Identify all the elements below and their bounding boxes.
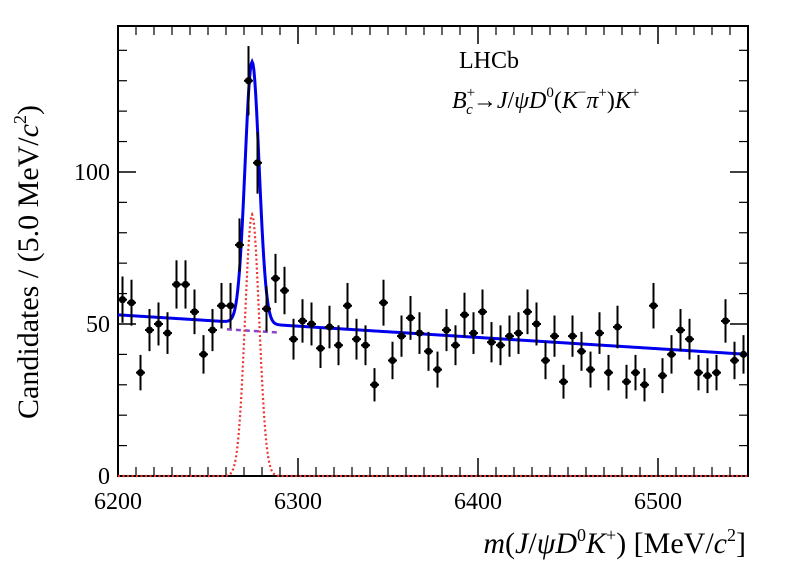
x-axis-title: m(J/ψD0K+) [MeV/c2]: [483, 525, 746, 560]
plot-frame: [117, 25, 749, 477]
data-point: [244, 46, 253, 116]
data-point: [694, 354, 703, 391]
data-point: [658, 358, 667, 394]
data-point: [181, 260, 190, 309]
data-point: [442, 308, 451, 352]
axis-ticks: 6200 6300 6400 6500 0 50 100: [74, 26, 749, 515]
data-point: [514, 312, 523, 354]
x-tick-label-6200: 6200: [94, 489, 142, 515]
data-point: [505, 315, 514, 357]
data-point: [154, 302, 163, 346]
data-points: [118, 46, 748, 402]
data-point: [730, 341, 739, 380]
data-point: [379, 279, 388, 326]
data-point: [631, 354, 640, 391]
experiment-label: LHCb: [459, 48, 519, 74]
data-point: [424, 331, 433, 371]
data-point: [469, 312, 478, 354]
data-point: [415, 312, 424, 354]
data-point: [172, 260, 181, 309]
data-point: [667, 335, 676, 374]
data-point: [271, 253, 280, 303]
data-point: [217, 282, 226, 329]
data-point: [685, 318, 694, 360]
data-point: [370, 368, 379, 402]
data-point: [649, 282, 658, 329]
data-point: [226, 282, 235, 329]
total-fit-curve: [117, 57, 749, 356]
data-point: [127, 279, 136, 326]
data-point: [343, 282, 352, 329]
data-point: [298, 299, 307, 343]
data-point: [451, 325, 460, 366]
data-point: [532, 302, 541, 346]
data-point: [316, 328, 325, 369]
data-point: [253, 131, 262, 194]
signal-curve: [118, 211, 748, 478]
data-point: [388, 341, 397, 380]
data-point: [586, 351, 595, 388]
data-point: [208, 308, 217, 352]
data-point: [118, 276, 127, 323]
data-point: [289, 318, 298, 360]
x-tick-label-6500: 6500: [634, 489, 682, 515]
data-point: [397, 315, 406, 357]
decay-label: B+ c→J/ψD0(K−π+)K+: [452, 85, 639, 118]
data-point: [262, 286, 271, 332]
data-point: [496, 325, 505, 366]
y-axis-title: Candidates / (5.0 MeV/c2): [10, 105, 45, 419]
data-point: [406, 295, 415, 340]
data-point: [361, 325, 370, 366]
data-point: [523, 289, 532, 335]
data-point: [136, 354, 145, 391]
y-tick-label-0: 0: [98, 464, 110, 490]
data-point: [739, 335, 748, 374]
data-point: [541, 341, 550, 380]
data-point: [703, 358, 712, 394]
data-point: [595, 312, 604, 354]
data-point: [190, 289, 199, 335]
data-point: [712, 354, 721, 391]
data-point: [280, 266, 289, 315]
data-point: [235, 218, 244, 272]
fit-curves: [117, 57, 749, 478]
data-point: [199, 335, 208, 374]
data-point: [433, 351, 442, 388]
data-point: [460, 292, 469, 337]
data-point: [577, 331, 586, 371]
data-point: [604, 354, 613, 391]
data-point: [550, 315, 559, 357]
data-point: [163, 312, 172, 354]
data-point: [145, 308, 154, 352]
data-point: [613, 305, 622, 349]
data-point: [559, 364, 568, 399]
y-tick-label-50: 50: [86, 312, 110, 338]
data-point: [568, 315, 577, 357]
x-tick-label-6400: 6400: [454, 489, 502, 515]
data-point: [352, 318, 361, 360]
x-tick-label-6300: 6300: [274, 489, 322, 515]
background-curve: [226, 328, 278, 334]
data-point: [307, 302, 316, 346]
data-point: [334, 325, 343, 366]
y-tick-label-100: 100: [74, 160, 110, 186]
data-point: [487, 322, 496, 363]
data-point: [640, 368, 649, 402]
data-point: [622, 364, 631, 399]
data-point: [676, 308, 685, 352]
data-point: [325, 305, 334, 349]
data-point: [721, 299, 730, 343]
data-point: [478, 289, 487, 335]
